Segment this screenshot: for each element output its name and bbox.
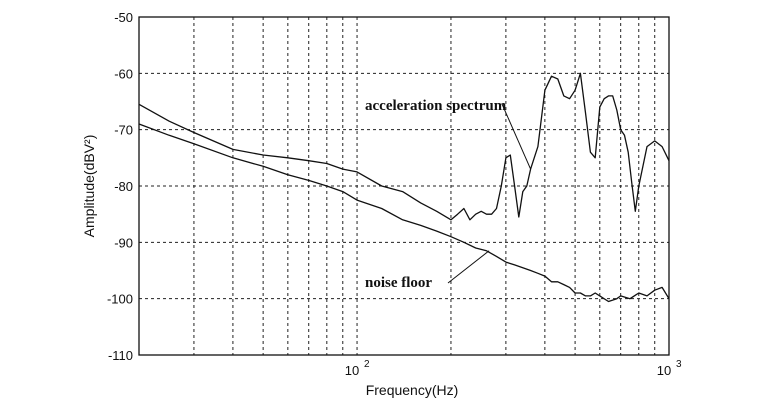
- y-tick-label: -100: [107, 292, 133, 307]
- y-tick-labels: -110 -100 -90 -80 -70 -60 -50: [107, 10, 133, 363]
- annotation-leader-line: [501, 103, 532, 170]
- series-line-noise-floor: [138, 123, 670, 303]
- x-tick-label: 10: [345, 363, 359, 378]
- x-tick-label-exponent: 2: [364, 359, 370, 370]
- y-tick-label: -70: [114, 123, 133, 138]
- x-tick-label: 10: [657, 363, 671, 378]
- x-tick-labels: 10 2 10 3: [345, 359, 682, 378]
- series-layer: [138, 72, 670, 303]
- y-axis-label: Amplitude(dBV²): [81, 135, 97, 238]
- plot-frame: [138, 16, 670, 356]
- grid-lines: [139, 17, 669, 355]
- y-tick-label: -90: [114, 235, 133, 250]
- annotation-label: noise floor: [365, 275, 432, 291]
- annotation-noise-floor: noise floor: [365, 250, 490, 291]
- series-line-acceleration-spectrum: [138, 72, 670, 221]
- x-axis-label: Frequency(Hz): [366, 382, 459, 398]
- annotation-label: acceleration spectrum: [365, 98, 507, 114]
- y-tick-label: -80: [114, 179, 133, 194]
- annotation-leader-line: [447, 250, 490, 284]
- y-tick-label: -110: [108, 348, 133, 363]
- y-tick-label: -60: [114, 66, 133, 81]
- x-tick-label-exponent: 3: [676, 359, 682, 370]
- annotation-acceleration-spectrum: acceleration spectrum: [365, 98, 532, 170]
- y-tick-label: -50: [114, 10, 133, 25]
